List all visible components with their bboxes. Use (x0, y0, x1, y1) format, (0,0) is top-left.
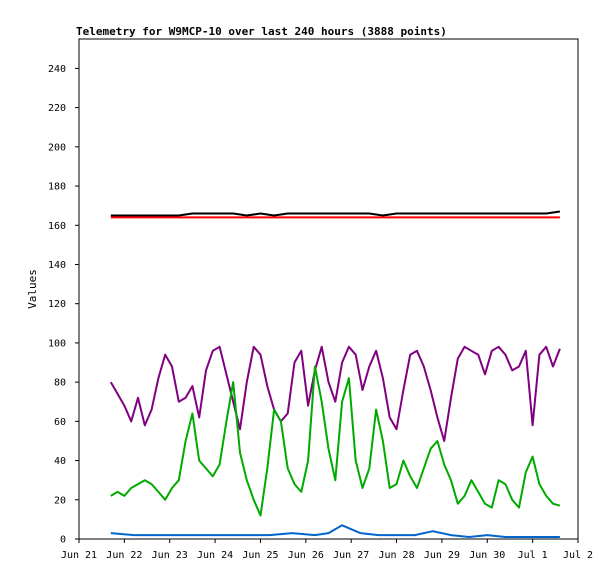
y-tick-label: 160 (48, 221, 66, 232)
y-tick-label: 140 (48, 260, 66, 271)
series-line-0 (110, 210, 561, 217)
x-axis-ticks: Jun 21 Jun 22 Jun 23 Jun 24 Jun 25 Jun 26 Jun … (61, 539, 593, 561)
x-tick-label: Jun 22 (106, 550, 142, 561)
y-tick-label: 100 (48, 338, 66, 349)
x-tick-label: Jun 30 (469, 550, 505, 561)
series-line-3 (110, 365, 561, 517)
y-tick-label: 220 (48, 103, 66, 114)
y-tick-label: 40 (54, 456, 66, 467)
y-axis-ticks: 0 20 40 60 80 100 120 140 160 180 200 220 240 (48, 64, 79, 546)
y-axis-label: Values (26, 269, 39, 309)
x-tick-label: Jun 24 (197, 550, 233, 561)
y-tick-label: 200 (48, 142, 66, 153)
y-tick-label: 80 (54, 378, 66, 389)
series-line-4 (110, 524, 560, 538)
x-tick-label: Jun 25 (242, 550, 278, 561)
x-tick-label: Jun 27 (333, 550, 369, 561)
chart-title: Telemetry for W9MCP-10 over last 240 hou… (76, 25, 447, 38)
x-tick-label: Jun 26 (288, 550, 324, 561)
y-tick-label: 0 (60, 535, 66, 546)
y-tick-label: 180 (48, 182, 66, 193)
y-tick-label: 120 (48, 299, 66, 310)
y-tick-label: 240 (48, 64, 66, 75)
x-tick-label: Jun 28 (378, 550, 414, 561)
plot-area (78, 38, 579, 540)
x-tick-label: Jul 2 (563, 550, 593, 561)
x-tick-label: Jun 23 (152, 550, 188, 561)
series-line-2 (109, 345, 561, 442)
y-tick-label: 60 (54, 417, 66, 428)
x-tick-label: Jul 1 (518, 550, 548, 561)
series-layer (109, 210, 561, 538)
x-tick-label: Jun 29 (424, 550, 460, 561)
x-tick-label: Jun 21 (61, 550, 97, 561)
y-tick-label: 20 (54, 495, 66, 506)
